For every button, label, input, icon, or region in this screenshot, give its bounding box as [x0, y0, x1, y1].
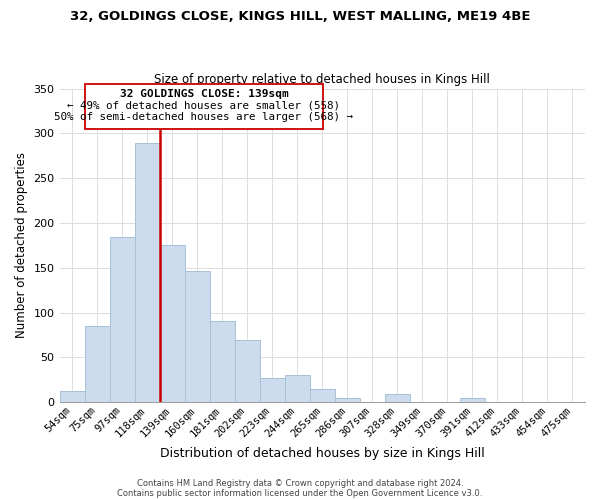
Bar [260, 378, 285, 402]
Text: 50% of semi-detached houses are larger (568) →: 50% of semi-detached houses are larger (… [55, 112, 353, 122]
Text: 32, GOLDINGS CLOSE, KINGS HILL, WEST MALLING, ME19 4BE: 32, GOLDINGS CLOSE, KINGS HILL, WEST MAL… [70, 10, 530, 23]
Bar [310, 389, 335, 402]
Bar [385, 394, 410, 402]
Text: Contains HM Land Registry data © Crown copyright and database right 2024.: Contains HM Land Registry data © Crown c… [137, 478, 463, 488]
Bar [335, 398, 360, 402]
Bar [134, 143, 160, 403]
FancyBboxPatch shape [85, 84, 323, 129]
Bar [209, 320, 235, 402]
Bar [460, 398, 485, 402]
Text: ← 49% of detached houses are smaller (558): ← 49% of detached houses are smaller (55… [67, 100, 340, 110]
Y-axis label: Number of detached properties: Number of detached properties [15, 152, 28, 338]
X-axis label: Distribution of detached houses by size in Kings Hill: Distribution of detached houses by size … [160, 447, 485, 460]
Text: Contains public sector information licensed under the Open Government Licence v3: Contains public sector information licen… [118, 488, 482, 498]
Bar [59, 390, 85, 402]
Bar [110, 238, 134, 402]
Bar [85, 326, 110, 402]
Bar [285, 376, 310, 402]
Bar [185, 272, 209, 402]
Title: Size of property relative to detached houses in Kings Hill: Size of property relative to detached ho… [154, 73, 490, 86]
Bar [160, 246, 185, 402]
Bar [235, 340, 260, 402]
Text: 32 GOLDINGS CLOSE: 139sqm: 32 GOLDINGS CLOSE: 139sqm [119, 88, 288, 99]
